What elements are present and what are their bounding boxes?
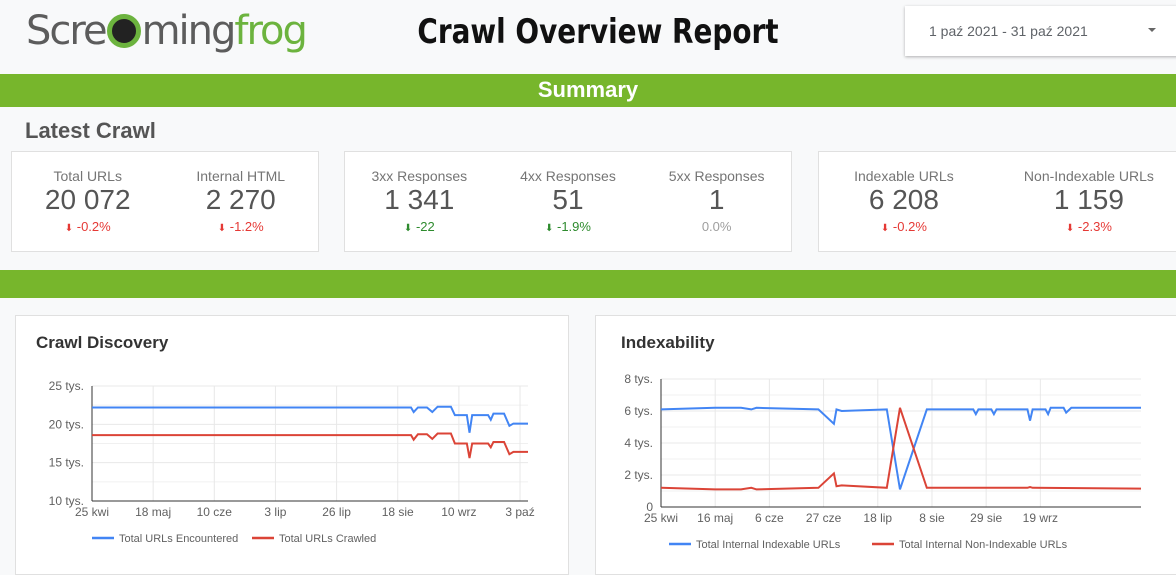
kpi-non-indexable-urls: Non-Indexable URLs 1 159 ⬇ -2.3% (1024, 168, 1154, 251)
latest-crawl-heading: Latest Crawl (25, 118, 156, 143)
kpi-value: 1 (708, 184, 725, 215)
kpi-value: 2 270 (205, 184, 276, 215)
kpi-label: Total URLs (53, 168, 122, 184)
kpi-total-urls: Total URLs 20 072 ⬇ -0.2% (45, 168, 131, 251)
y-tick-label: 0 (646, 500, 653, 514)
x-tick-label: 18 lip (863, 511, 892, 525)
kpi-value: 6 208 (868, 184, 939, 215)
x-tick-label: 18 maj (135, 505, 171, 519)
x-tick-label: 3 paź (505, 505, 534, 519)
indexability-chart: 0 2 tys. 4 tys. 6 tys. 8 tys. 25 kwi 16 maj 6 c… (624, 372, 1142, 551)
kpi-value: 1 159 (1053, 184, 1124, 215)
kpi-delta: ⬇ -0.2% (880, 219, 927, 234)
kpi-label: 3xx Responses (371, 168, 468, 184)
frog-icon (106, 14, 141, 48)
legend-label: Total URLs Crawled (279, 533, 376, 545)
kpi-label: 4xx Responses (520, 168, 616, 184)
kpi-value: 1 341 (384, 184, 455, 215)
kpi-indexable-urls: Indexable URLs 6 208 ⬇ -0.2% (854, 168, 954, 251)
x-tick-label: 19 wrz (1023, 511, 1058, 525)
date-range-value: 1 paź 2021 - 31 paź 2021 (929, 23, 1088, 39)
kpi-delta: 0.0% (701, 219, 732, 234)
x-tick-label: 10 cze (197, 505, 233, 519)
y-tick-label: 25 tys. (49, 379, 84, 393)
kpi-card-urls: Total URLs 20 072 ⬇ -0.2% Internal HTML 2 27… (11, 151, 319, 252)
kpi-value: 51 (552, 184, 584, 215)
summary-banner: Summary (0, 74, 1176, 107)
y-tick-label: 10 tys. (49, 494, 84, 508)
crawl-discovery-panel: Crawl Discovery 10 tys. 15 tys. 20 tys. 25 … (15, 315, 569, 575)
indexability-panel: Indexability 0 2 tys. 4 tys. 6 tys. 8 tys. 25… (595, 315, 1176, 575)
kpi-5xx-responses: 5xx Responses 1 0.0% (669, 168, 765, 251)
kpi-delta: ⬇ -22 (403, 219, 435, 234)
screaming-frog-logo: Scre mingfrog (26, 8, 308, 54)
page-title: Crawl Overview Report (417, 12, 779, 52)
x-tick-label: 10 wrz (441, 505, 476, 519)
legend-label: Total Internal Non-Indexable URLs (899, 539, 1068, 551)
x-tick-label: 3 lip (264, 505, 286, 519)
kpi-delta: ⬇ -1.2% (217, 219, 264, 234)
kpi-label: Internal HTML (196, 168, 286, 184)
series-line-1 (92, 432, 528, 459)
kpi-3xx-responses: 3xx Responses 1 341 ⬇ -22 (371, 168, 467, 251)
dropdown-caret-icon (1148, 28, 1156, 32)
kpi-delta: ⬇ -0.2% (64, 219, 111, 234)
x-tick-label: 18 sie (382, 505, 414, 519)
chart-title: Crawl Discovery (36, 333, 169, 352)
legend-label: Total Internal Indexable URLs (696, 539, 841, 551)
arrow-down-icon: ⬇ (403, 223, 413, 234)
x-tick-label: 25 kwi (644, 511, 678, 525)
legend-label: Total URLs Encountered (119, 533, 238, 545)
date-range-picker[interactable]: 1 paź 2021 - 31 paź 2021 (905, 6, 1176, 56)
kpi-label: Non-Indexable URLs (1023, 168, 1154, 184)
y-tick-label: 8 tys. (624, 372, 653, 386)
kpi-label: 5xx Responses (668, 168, 765, 184)
section-divider-banner (0, 270, 1176, 298)
kpi-delta: ⬇ -2.3% (1065, 219, 1112, 234)
x-tick-label: 25 kwi (75, 505, 109, 519)
x-tick-label: 29 sie (970, 511, 1002, 525)
kpi-delta: ⬇ -1.9% (544, 219, 591, 234)
arrow-down-icon: ⬇ (544, 223, 554, 234)
x-tick-label: 26 lip (322, 505, 351, 519)
series-line-1 (660, 407, 1142, 491)
kpi-4xx-responses: 4xx Responses 51 ⬇ -1.9% (520, 168, 616, 251)
x-tick-label: 6 cze (755, 511, 784, 525)
x-tick-label: 27 cze (806, 511, 842, 525)
y-tick-label: 2 tys. (624, 468, 653, 482)
kpi-card-indexability: Indexable URLs 6 208 ⬇ -0.2% Non-Indexable … (818, 151, 1176, 252)
y-tick-label: 15 tys. (49, 456, 84, 470)
chart-title: Indexability (621, 333, 715, 352)
arrow-down-icon: ⬇ (217, 223, 227, 234)
arrow-down-icon: ⬇ (64, 223, 74, 234)
x-tick-label: 16 maj (697, 511, 733, 525)
kpi-internal-html: Internal HTML 2 270 ⬇ -1.2% (196, 168, 285, 251)
y-tick-label: 6 tys. (624, 404, 653, 418)
y-tick-label: 4 tys. (624, 436, 653, 450)
crawl-discovery-chart: 10 tys. 15 tys. 20 tys. 25 tys. 25 kwi 18 maj… (49, 379, 535, 545)
y-tick-label: 20 tys. (49, 417, 84, 431)
arrow-down-icon: ⬇ (1065, 223, 1075, 234)
series-line-0 (92, 405, 528, 433)
arrow-down-icon: ⬇ (880, 223, 890, 234)
kpi-label: Indexable URLs (854, 168, 954, 184)
x-tick-label: 8 sie (919, 511, 945, 525)
kpi-value: 20 072 (44, 184, 131, 215)
kpi-card-responses: 3xx Responses 1 341 ⬇ -22 4xx Responses 51 ⬇ … (344, 151, 792, 252)
series-line-0 (660, 406, 1141, 490)
